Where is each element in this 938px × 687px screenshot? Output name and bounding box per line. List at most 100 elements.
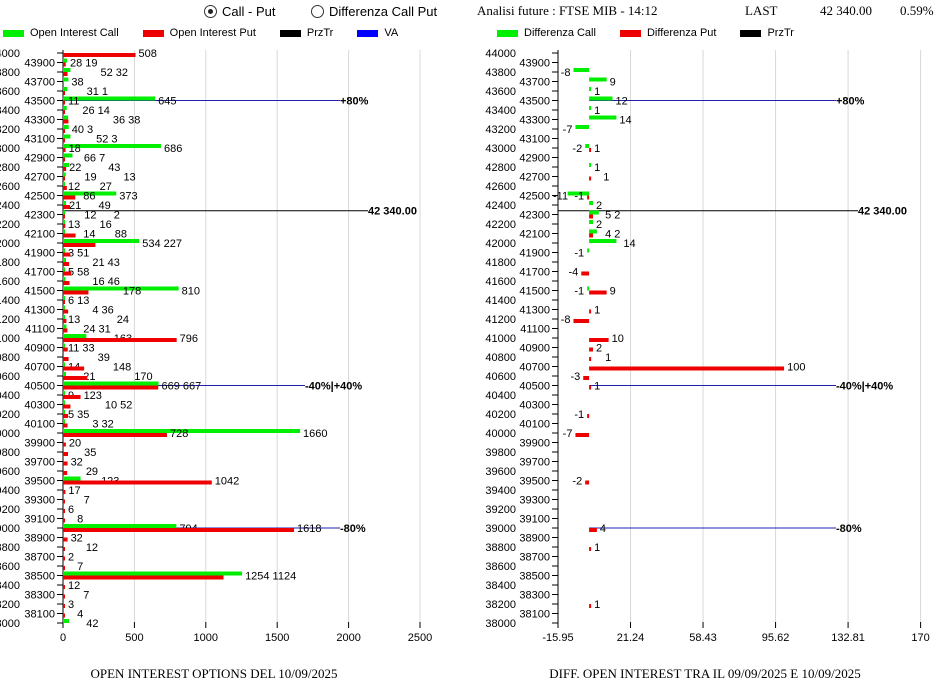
level-label: -80% (340, 523, 366, 535)
put-value-label: 24 (117, 314, 129, 326)
put-value-label: 148 (113, 362, 131, 374)
put-bar (63, 480, 212, 485)
put-bar (589, 385, 592, 390)
radio-differenza-call-put[interactable]: Differenza Call Put (311, 4, 437, 19)
y-tick-label: 40900 (519, 343, 550, 355)
put-bar (589, 290, 607, 295)
y-tick-label: 38700 (24, 552, 55, 564)
put-value-label: 1 (594, 143, 600, 155)
call-bar (589, 220, 594, 224)
put-value-label: 32 (71, 533, 83, 545)
call-bar (589, 87, 592, 91)
put-bar (63, 499, 65, 504)
call-value-label: 810 (182, 286, 200, 298)
y-tick-label: 40900 (24, 343, 55, 355)
put-bar (63, 404, 71, 409)
put-value-label: 12 (86, 542, 98, 554)
level-label: 42 340.00 (858, 206, 907, 218)
legend-right: Differenza Call Differenza Put PrzTr (497, 27, 794, 39)
call-value-label: 373 (119, 191, 137, 203)
call-value-label: 52 (96, 134, 108, 146)
radio-call-put[interactable]: Call - Put (204, 4, 275, 19)
y-tick-label: 39800 (485, 447, 516, 459)
y-tick-label: 41000 (0, 333, 20, 345)
y-tick-label: 39100 (24, 514, 55, 526)
radio-unselected-icon (311, 5, 324, 18)
call-bar (63, 305, 65, 310)
put-bar (63, 91, 65, 95)
call-value-label: 14 (623, 238, 635, 250)
left-chart-title: OPEN INTEREST OPTIONS DEL 10/09/2025 (91, 666, 338, 681)
put-bar (63, 537, 68, 542)
y-tick-label: 43000 (485, 143, 516, 155)
call-value-label: 66 (84, 153, 96, 165)
y-tick-label: 43300 (24, 115, 55, 127)
put-bar (63, 319, 67, 323)
call-value-label: 1 (594, 105, 600, 117)
call-value-label: 12 (84, 210, 96, 222)
put-bar (587, 414, 590, 418)
level-label: -40%|+40% (305, 381, 362, 393)
call-value-label: 2 (596, 200, 602, 212)
put-bar (63, 157, 65, 162)
legend-swatch-diff-call (497, 29, 518, 37)
put-value-label: 2 (68, 552, 74, 564)
y-tick-label: 41600 (485, 276, 516, 288)
y-tick-label: 43100 (519, 134, 550, 146)
put-bar (589, 233, 594, 238)
put-bar (63, 243, 96, 247)
put-value-label: 86 (83, 191, 95, 203)
put-bar (63, 547, 65, 551)
y-tick-label: 40100 (24, 419, 55, 431)
legend-label: Differenza Put (646, 27, 717, 39)
put-value-label: 227 (164, 238, 182, 250)
y-tick-label: 43100 (24, 134, 55, 146)
put-value-label: 100 (787, 362, 805, 374)
legend-swatch-call (3, 29, 24, 37)
y-tick-label: 38600 (485, 561, 516, 573)
y-tick-label: 43700 (519, 77, 550, 89)
y-tick-label: 40400 (485, 390, 516, 402)
call-value-label: 669 (162, 381, 180, 393)
y-tick-label: 41100 (520, 324, 550, 336)
call-bar (63, 476, 81, 481)
put-bar (63, 119, 69, 124)
y-tick-label: 43600 (0, 86, 20, 98)
put-bar (63, 233, 76, 238)
put-value-label: -7 (563, 428, 573, 440)
y-tick-label: 40200 (0, 409, 20, 421)
call-value-label: 13 (68, 219, 80, 231)
put-value-label: 2 (614, 210, 620, 222)
change-percent: 0.59% (900, 3, 934, 18)
call-value-label: 31 (87, 86, 99, 98)
call-bar (63, 191, 117, 196)
call-bar (589, 77, 607, 82)
call-bar (573, 68, 590, 72)
call-bar (63, 96, 156, 101)
call-value-label: 28 (70, 58, 82, 70)
call-value-label: -8 (561, 67, 571, 79)
call-value-label: 534 (142, 238, 160, 250)
put-bar (589, 309, 592, 314)
call-bar (567, 191, 590, 196)
call-value-label: -7 (563, 124, 573, 136)
call-bar (589, 96, 613, 101)
legend-left: Open Interest Call Open Interest Put Prz… (3, 27, 398, 39)
diff-open-interest-chart: -15.95 21.24 58.43 95.62 132.81 1704400043900… (485, 48, 929, 644)
y-tick-label: 38100 (24, 609, 55, 621)
put-bar (63, 138, 65, 143)
put-value-label: 728 (170, 428, 188, 440)
y-tick-label: 40100 (519, 419, 550, 431)
put-value-label: 27 (100, 181, 112, 193)
x-tick-label: -15.95 (542, 632, 573, 644)
put-value-label: 508 (139, 48, 157, 60)
put-value-label: 10 (612, 333, 624, 345)
y-tick-label: 42400 (0, 200, 20, 212)
put-bar (63, 224, 66, 228)
put-bar (589, 148, 592, 152)
put-value-label: 6 (68, 504, 74, 516)
put-bar (63, 110, 65, 114)
y-tick-label: 40700 (24, 362, 55, 374)
future-title: Analisi future : FTSE MIB - 14:12 (477, 3, 658, 18)
put-value-label: 1 (102, 86, 108, 98)
